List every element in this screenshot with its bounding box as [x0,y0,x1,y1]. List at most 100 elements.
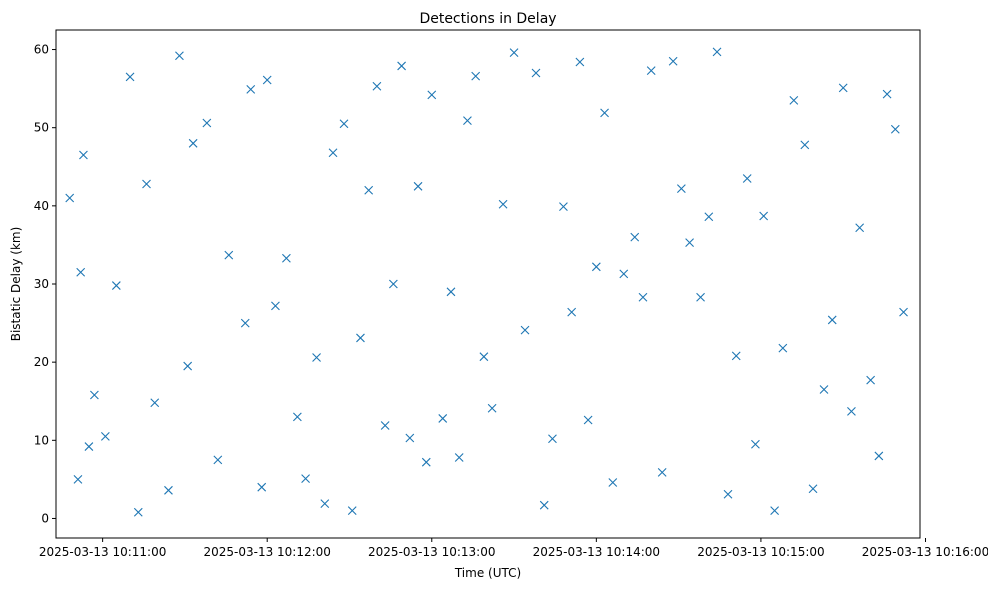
data-point [380,421,390,430]
data-points [65,47,908,517]
data-point [405,433,415,443]
data-point [608,478,618,487]
data-point [183,361,193,371]
y-tick-label: 40 [34,199,49,213]
data-point [539,500,549,510]
data-point [567,307,577,317]
data-point [111,281,121,290]
plot-area [55,29,921,539]
y-tick-label: 20 [34,355,49,369]
data-point [619,269,629,279]
data-point [723,489,733,499]
x-tick-label: 2025-03-13 10:14:00 [533,545,660,559]
data-point [591,262,601,272]
data-point [79,150,88,160]
data-point [312,353,321,362]
data-point [188,138,198,148]
data-point [685,238,694,247]
data-point [855,223,865,233]
data-point [240,318,250,328]
data-point [438,414,448,423]
data-point [808,484,818,494]
data-point [133,507,143,517]
axis-ticks: 0 10 20 30 40 50 60 2025-03-13 10:11:00 2025-03-… [34,43,988,559]
data-point [454,453,464,462]
data-point [372,81,382,91]
data-point [800,140,810,150]
data-point [271,301,280,311]
data-point [479,352,489,362]
y-tick-label: 50 [34,121,49,135]
data-point [164,485,173,495]
y-tick-label: 60 [34,43,49,57]
data-point [125,72,135,82]
data-point [356,333,365,343]
data-point [328,148,338,158]
data-point [789,95,799,105]
data-point [759,211,769,221]
data-point [600,108,609,118]
y-tick-label: 0 [41,511,49,525]
data-point [413,181,423,191]
data-point [339,119,349,129]
x-axis-label: Time (UTC) [454,566,521,580]
chart-title: Detections in Delay [419,11,556,27]
data-point [531,68,541,78]
data-point [90,390,99,400]
data-point [520,325,530,335]
data-point [704,212,714,222]
data-point [731,351,741,361]
data-point [301,474,310,483]
data-point [76,267,86,277]
data-point [100,432,110,441]
data-point [778,343,788,353]
data-point [712,47,722,57]
data-point [463,116,472,126]
x-tick-label: 2025-03-13 10:12:00 [203,545,330,559]
data-point [388,279,398,289]
data-point [696,292,705,302]
data-point [890,124,900,134]
x-tick-label: 2025-03-13 10:15:00 [697,545,824,559]
x-tick-label: 2025-03-13 10:16:00 [862,545,988,559]
data-point [509,48,519,58]
data-point [246,85,256,94]
data-point [630,232,640,242]
data-point [257,482,267,492]
data-point [899,307,908,317]
data-point [347,506,357,516]
data-point [175,51,184,61]
data-point [73,474,83,484]
data-point [213,455,223,465]
data-point [548,434,557,444]
y-axis-label: Bistatic Delay (km) [9,227,23,342]
data-point [421,457,431,467]
data-point [657,467,667,477]
data-point [84,442,94,451]
data-point [638,292,648,302]
data-point [847,407,856,416]
data-point [487,403,497,413]
data-point [320,499,330,509]
data-point [142,179,151,189]
data-point [668,56,678,66]
data-point [742,174,752,183]
data-point [427,90,437,100]
data-point [751,439,760,449]
data-point [838,83,848,93]
data-point [364,185,374,195]
data-point [262,75,272,85]
data-point [676,184,686,194]
data-point [65,193,75,203]
data-point [292,412,302,422]
data-point [471,71,481,81]
data-point [866,375,876,385]
data-point [202,118,212,128]
y-tick-label: 10 [34,433,49,447]
data-point [819,385,829,394]
data-point [575,57,585,67]
data-point [882,89,892,99]
x-tick-label: 2025-03-13 10:11:00 [39,545,166,559]
data-point [646,66,656,76]
y-tick-label: 30 [34,277,49,291]
